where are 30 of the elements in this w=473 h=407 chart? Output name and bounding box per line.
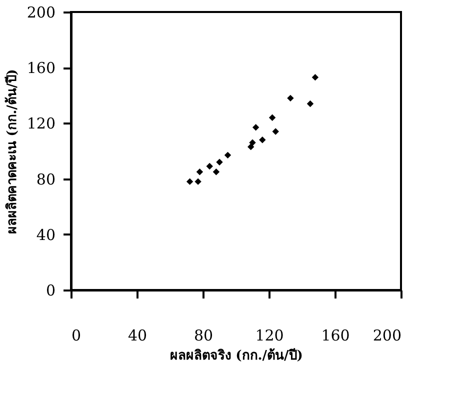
point	[312, 74, 319, 81]
point	[252, 124, 260, 131]
y-tick-label: 80	[36, 170, 56, 188]
point	[249, 139, 256, 146]
y-tick-label: 0	[46, 282, 56, 300]
y-tick-label: 120	[26, 114, 56, 133]
y-axis-title: ผลผลิตคาดคะเน (กก./ต้น/ปี)	[4, 69, 20, 234]
point	[247, 143, 254, 150]
x-tick-label: 80	[194, 326, 214, 344]
point	[194, 178, 202, 185]
point	[216, 158, 223, 166]
point	[186, 178, 194, 185]
point	[306, 100, 314, 108]
point	[287, 94, 294, 102]
y-tick-label: 200	[26, 4, 56, 22]
point	[196, 168, 204, 176]
point	[206, 162, 213, 170]
x-tick-label: 160	[321, 326, 350, 344]
point	[259, 136, 266, 144]
point	[224, 152, 232, 159]
point	[272, 128, 279, 135]
y-tick-label: 40	[36, 226, 56, 244]
point	[212, 168, 220, 176]
x-tick-label: 200	[372, 326, 402, 344]
x-tick-label: 0	[72, 326, 82, 344]
point	[268, 114, 276, 121]
x-tick-label: 120	[255, 326, 284, 344]
x-axis-title: ผลผลิตจริง (กก./ต้น/ปี)	[170, 348, 303, 364]
x-tick-label: 40	[128, 326, 148, 344]
y-tick-label: 160	[26, 59, 56, 78]
